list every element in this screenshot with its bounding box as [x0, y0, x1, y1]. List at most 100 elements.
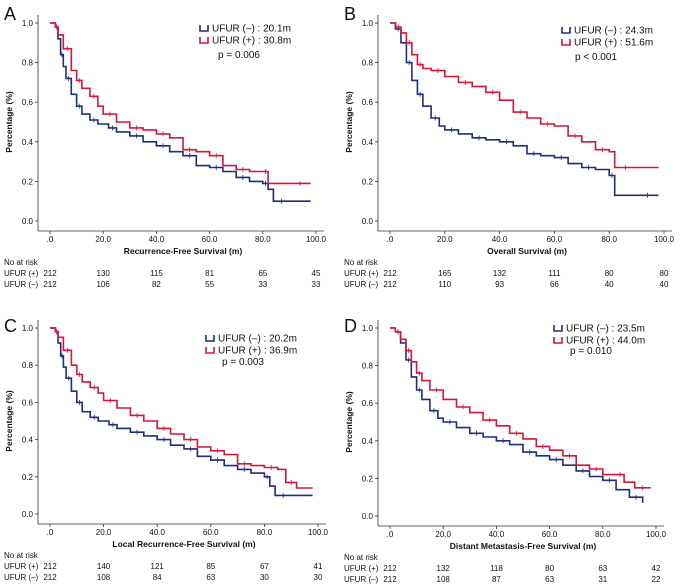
- risk-count: 81: [205, 269, 214, 278]
- risk-count: 63: [206, 573, 215, 582]
- x-tick-label: 40.0: [149, 235, 165, 244]
- km-curve-ufur-minus: [50, 22, 311, 202]
- y-tick-label: 1.0: [362, 19, 374, 28]
- p-value: p = 0.010: [570, 346, 612, 357]
- risk-count: 41: [314, 562, 323, 571]
- risk-count: 212: [43, 562, 57, 571]
- x-tick-label: 80.0: [255, 235, 271, 244]
- panel-a: A 0.0 0.2 0.4 0.6 0.8 1.0 .0 20.0 40.0 60.0 80.0 100…: [4, 4, 327, 289]
- risk-row-label: UFUR (+): [344, 269, 379, 278]
- risk-row-label: UFUR (–): [4, 280, 39, 289]
- risk-count: 31: [598, 575, 607, 584]
- km-curve-ufur-plus: [50, 22, 311, 185]
- y-tick-label: 0.4: [22, 436, 34, 445]
- y-tick-label: 0.2: [22, 177, 34, 186]
- risk-table: No at risk UFUR (+) 212 140 121 85 67 41 UFUR (–…: [4, 551, 323, 582]
- legend-swatch-ufur-minus: [553, 325, 563, 332]
- risk-count: 212: [43, 573, 57, 582]
- x-tick-label: 40.0: [149, 528, 165, 537]
- legend-label: UFUR (–) : 20.2m: [218, 334, 297, 345]
- x-tick-label: .0: [47, 528, 54, 537]
- legend-swatch-ufur-minus: [199, 25, 209, 32]
- risk-count: 165: [438, 269, 452, 278]
- y-tick-label: 0.8: [362, 59, 374, 68]
- x-tick-label: .0: [387, 530, 394, 539]
- km-curve-ufur-minus: [390, 327, 644, 503]
- y-axis-title: Percentage (%): [344, 91, 354, 153]
- y-tick-label: 0.2: [362, 474, 374, 483]
- risk-count: 66: [550, 280, 559, 289]
- risk-count: 63: [545, 575, 554, 584]
- y-tick-label: 0.2: [22, 473, 34, 482]
- x-tick-label: 60.0: [542, 530, 558, 539]
- x-tick-label: 20.0: [437, 235, 453, 244]
- x-tick-label: .0: [47, 235, 54, 244]
- y-tick-label: 0.4: [22, 138, 34, 147]
- panel-label: D: [344, 316, 357, 336]
- risk-count: 108: [97, 573, 111, 582]
- risk-count: 212: [383, 280, 397, 289]
- risk-count: 40: [605, 280, 614, 289]
- x-tick-label: 100.0: [306, 235, 327, 244]
- x-tick-label: 100.0: [654, 235, 675, 244]
- x-axis-title: Recurrence-Free Survival (m): [124, 246, 243, 256]
- risk-count: 80: [660, 269, 669, 278]
- x-tick-label: 20.0: [435, 530, 451, 539]
- risk-row-label: UFUR (–): [344, 280, 379, 289]
- y-tick-label: 0.0: [362, 512, 374, 521]
- y-tick-label: 0.0: [362, 217, 374, 226]
- y-axis-title: Percentage (%): [4, 91, 14, 153]
- panel-b: B 0.0 0.2 0.4 0.6 0.8 1.0 .0 20.0 40.0 60.0 80.0 100…: [344, 4, 675, 289]
- risk-table: No at risk UFUR (+) 212 130 115 81 65 45 UFUR (–…: [4, 258, 321, 289]
- y-tick-label: 0.8: [22, 361, 34, 370]
- risk-count: 118: [490, 564, 503, 573]
- risk-count: 63: [598, 564, 607, 573]
- risk-count: 140: [97, 562, 111, 571]
- y-tick-label: 1.0: [22, 19, 34, 28]
- legend-swatch-ufur-minus: [205, 335, 215, 342]
- x-tick-label: 40.0: [489, 530, 505, 539]
- x-axis-title: Distant Metastasis-Free Survival (m): [450, 541, 597, 551]
- risk-count: 132: [493, 269, 507, 278]
- risk-count: 40: [660, 280, 669, 289]
- panel-label: A: [4, 4, 16, 24]
- x-tick-label: 20.0: [95, 235, 111, 244]
- y-tick-label: 0.0: [22, 510, 34, 519]
- y-axis-title: Percentage (%): [4, 390, 14, 452]
- x-axis-title: Overall Survival (m): [487, 246, 567, 256]
- risk-count: 80: [605, 269, 614, 278]
- x-tick-label: 80.0: [601, 235, 617, 244]
- legend-label: UFUR (+) : 36.9m: [218, 346, 297, 357]
- y-tick-label: 0.6: [362, 399, 374, 408]
- risk-row-label: UFUR (–): [344, 575, 379, 584]
- p-value: p = 0.006: [218, 50, 260, 61]
- risk-row-label: UFUR (+): [344, 564, 379, 573]
- panel-d: D 0.0 0.2 0.4 0.6 0.8 1.0 .0 20.0 40.0 60.0 80.0 100…: [344, 316, 667, 584]
- legend-swatch-ufur-minus: [561, 27, 571, 34]
- risk-count: 85: [206, 562, 215, 571]
- risk-count: 115: [150, 269, 163, 278]
- km-curve-ufur-minus: [50, 327, 313, 497]
- panel-label: B: [344, 4, 356, 24]
- x-tick-label: 60.0: [547, 235, 563, 244]
- risk-table-header: No at risk: [4, 551, 39, 560]
- legend-swatch-ufur-plus: [199, 37, 209, 44]
- y-tick-label: 0.6: [22, 98, 34, 107]
- risk-count: 111: [548, 269, 561, 278]
- risk-count: 106: [97, 280, 111, 289]
- risk-count: 130: [97, 269, 111, 278]
- y-tick-label: 1.0: [22, 324, 34, 333]
- risk-count: 80: [545, 564, 554, 573]
- risk-table: No at risk UFUR (+) 212 165 132 111 80 80 UFUR (…: [344, 258, 669, 289]
- x-tick-label: 100.0: [646, 530, 667, 539]
- risk-count: 212: [43, 269, 57, 278]
- y-tick-label: 0.0: [22, 217, 34, 226]
- km-curve-ufur-minus: [390, 22, 659, 197]
- y-tick-label: 1.0: [362, 324, 374, 333]
- risk-count: 212: [383, 564, 397, 573]
- legend-label: UFUR (–) : 20.1m: [212, 24, 291, 35]
- risk-row-label: UFUR (–): [4, 573, 39, 582]
- legend-swatch-ufur-plus: [561, 39, 571, 46]
- risk-count: 108: [437, 575, 451, 584]
